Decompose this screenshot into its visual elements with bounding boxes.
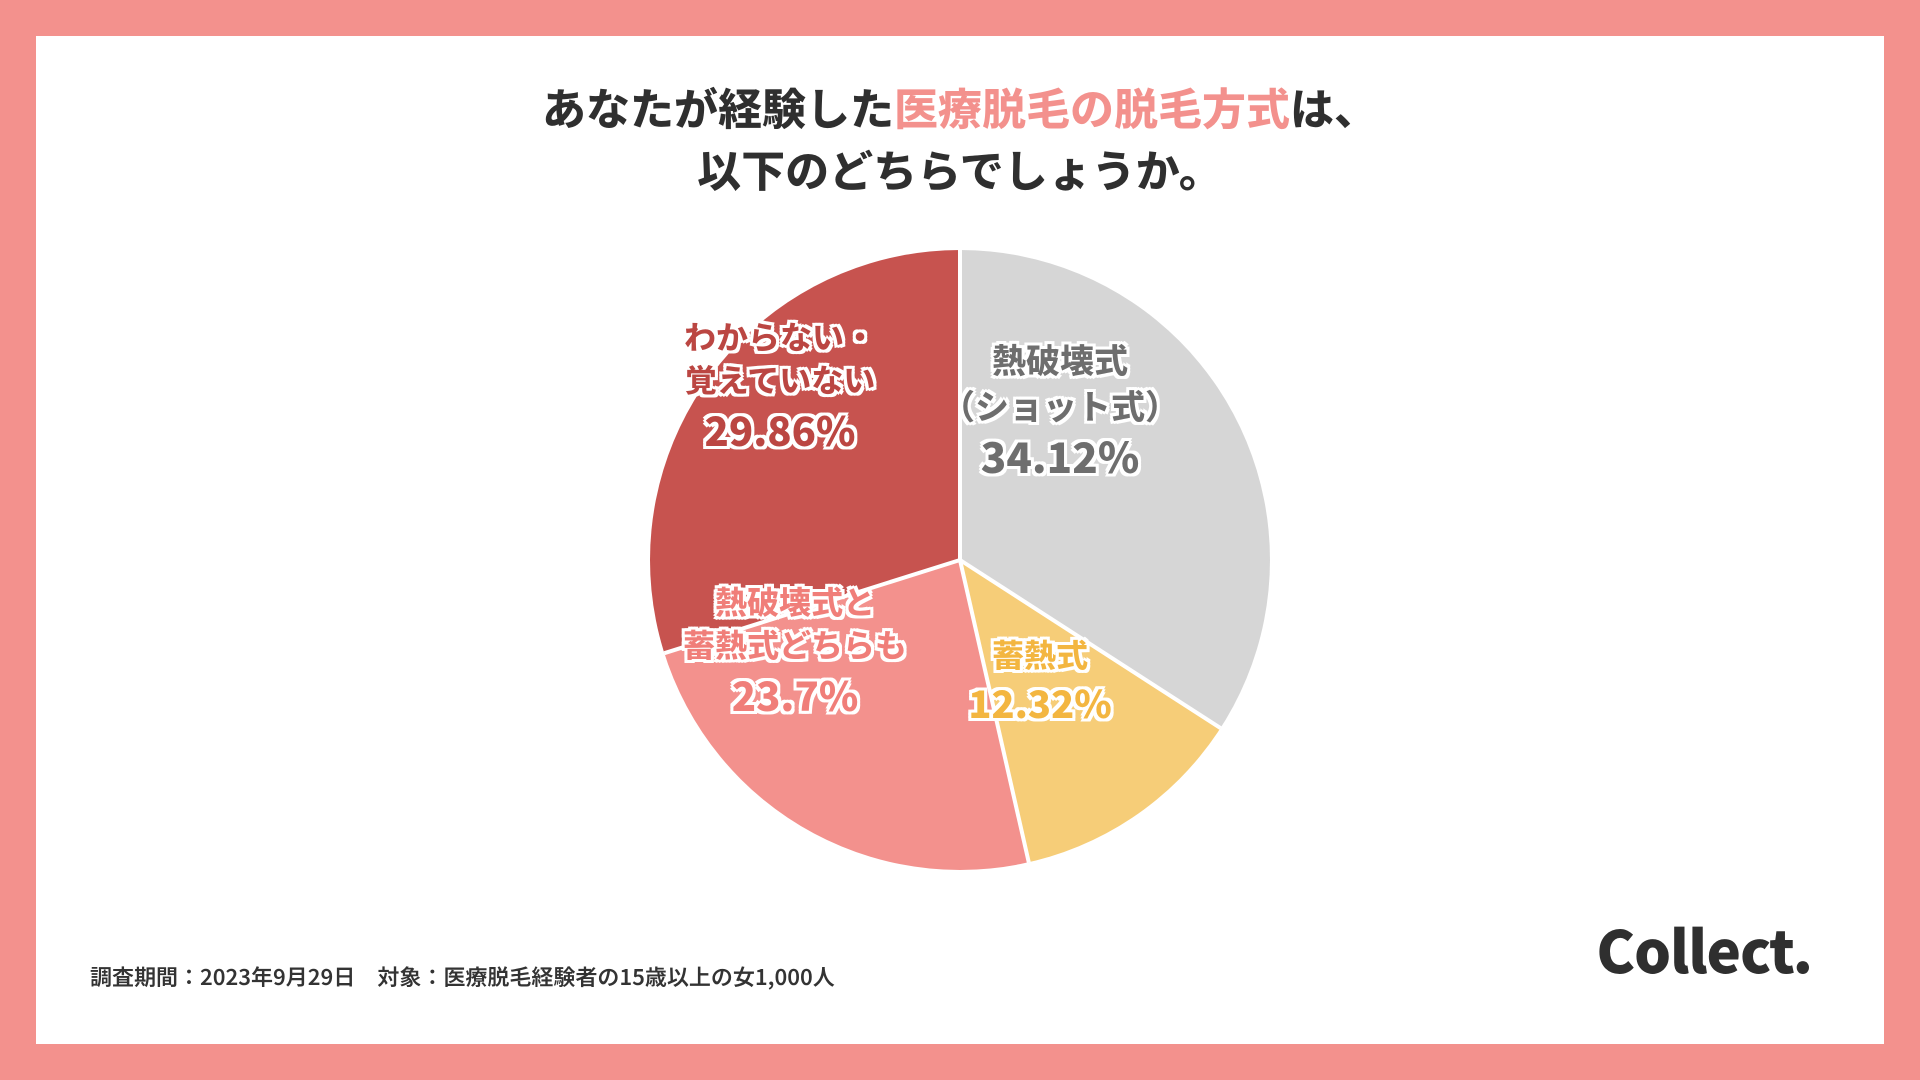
outer-frame: あなたが経験した医療脱毛の脱毛方式は、 以下のどちらでしょうか。 熱破壊式（ショ…	[0, 0, 1920, 1080]
footnote: 調査期間：2023年9月29日 対象：医療脱毛経験者の15歳以上の女1,000人	[90, 960, 835, 992]
inner-card: あなたが経験した医療脱毛の脱毛方式は、 以下のどちらでしょうか。 熱破壊式（ショ…	[36, 36, 1884, 1044]
slice-label-3: わからない・覚えていない29.86%	[684, 315, 876, 455]
slice-label-1: 蓄熱式12.32%	[968, 633, 1111, 727]
title-post: は、	[1290, 74, 1378, 138]
title-line2: 以下のどちらでしょうか。	[36, 138, 1884, 200]
slice-label-0: 熱破壊式（ショット式）34.12%	[941, 336, 1179, 484]
brand-logo: Collect.	[1596, 906, 1812, 990]
pie-chart: 熱破壊式（ショット式）34.12% 蓄熱式12.32% 熱破壊式と蓄熱式どちらも23…	[650, 250, 1270, 870]
title-pre: あなたが経験した	[542, 74, 894, 138]
page-title: あなたが経験した医療脱毛の脱毛方式は、 以下のどちらでしょうか。	[36, 76, 1884, 199]
title-accent: 医療脱毛の脱毛方式	[894, 74, 1290, 138]
slice-label-2: 熱破壊式と蓄熱式どちらも23.7%	[683, 580, 907, 720]
